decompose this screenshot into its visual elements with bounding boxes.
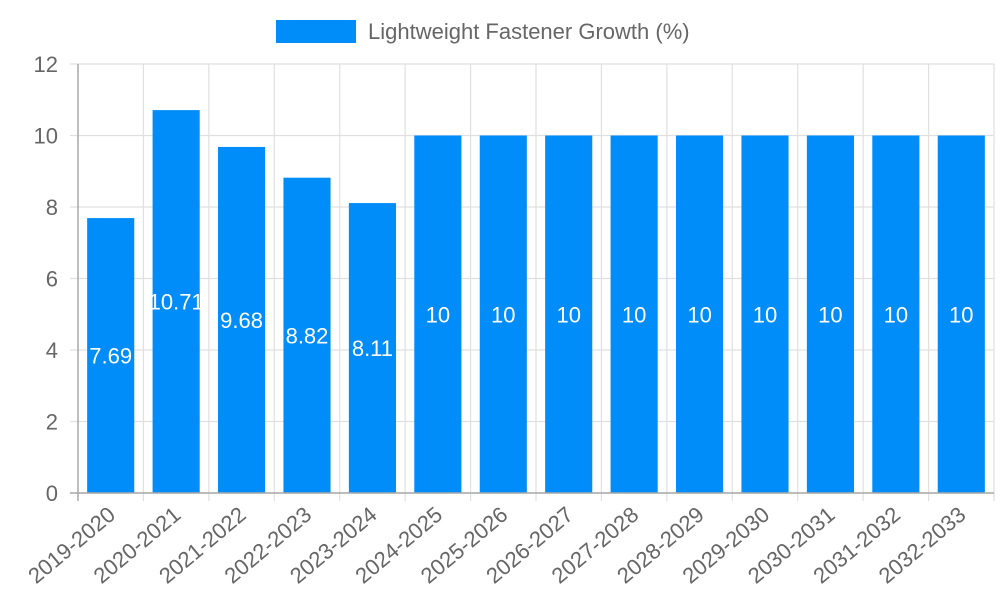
bar-value-label: 10 — [556, 302, 580, 327]
bar-value-label: 10 — [687, 302, 711, 327]
y-axis-ticks: 0 2 4 6 8 10 12 — [34, 52, 58, 506]
bar — [218, 146, 266, 493]
bar-value-label: 10 — [753, 302, 777, 327]
axes — [70, 64, 994, 501]
y-tick-label: 0 — [46, 481, 58, 506]
bar — [348, 203, 396, 493]
y-tick-label: 2 — [46, 410, 58, 435]
bar-value-label: 10 — [491, 302, 515, 327]
bar-value-label: 10 — [949, 302, 973, 327]
legend-label: Lightweight Fastener Growth (%) — [368, 19, 690, 44]
bar — [937, 135, 985, 493]
y-tick-label: 10 — [34, 124, 58, 149]
y-tick-label: 8 — [46, 195, 58, 220]
bar — [676, 135, 724, 493]
bar-value-label: 10 — [622, 302, 646, 327]
bar — [545, 135, 593, 493]
bar-value-label: 10 — [426, 302, 450, 327]
bar-value-label: 10 — [884, 302, 908, 327]
bar-value-label: 10 — [818, 302, 842, 327]
bar — [283, 177, 331, 493]
x-axis-ticks: 2019-20202020-20212021-20222022-20232023… — [23, 502, 970, 589]
bar-series — [87, 110, 985, 494]
y-tick-label: 4 — [46, 338, 58, 363]
y-tick-label: 12 — [34, 52, 58, 77]
y-tick-label: 6 — [46, 267, 58, 292]
legend-swatch — [276, 20, 356, 43]
legend[interactable]: Lightweight Fastener Growth (%) — [276, 19, 690, 44]
bar-value-labels: 7.69 10.71 9.68 8.82 8.11 10 10 10 10 10 10 10 10 10 — [89, 290, 973, 369]
bar — [741, 135, 789, 493]
bar — [806, 135, 854, 493]
bar-value-label: 8.11 — [352, 336, 393, 361]
bar — [610, 135, 658, 493]
bar — [414, 135, 462, 493]
bar — [479, 135, 527, 493]
bar — [87, 218, 135, 493]
bar-value-label: 8.82 — [286, 323, 329, 348]
bar-value-label: 7.69 — [89, 344, 132, 369]
bar — [152, 110, 200, 494]
gridlines — [70, 63, 995, 501]
bar-value-label: 9.68 — [220, 308, 263, 333]
bar — [872, 135, 920, 493]
bar-value-label: 10.71 — [149, 290, 204, 315]
